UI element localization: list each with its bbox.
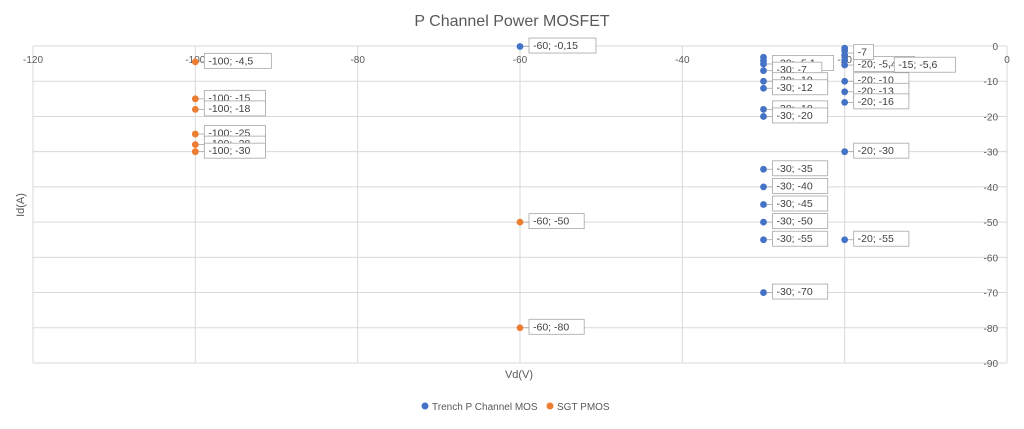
data-point: [516, 218, 524, 226]
y-tick-label: -40: [984, 183, 999, 194]
data-point: [841, 98, 849, 106]
y-axis-title: Id(A): [15, 193, 27, 217]
data-point: [760, 77, 767, 85]
data-label-box: [853, 230, 910, 247]
data-point: [191, 58, 199, 66]
y-tick-label: -60: [984, 253, 999, 264]
data-label-box: [772, 213, 829, 230]
data-label-box: [203, 52, 272, 69]
data-labels: -60; -0,15-30; -5,1-30; -7-30; -10-30; -…: [198, 37, 956, 335]
data-points: [191, 43, 849, 332]
x-axis-title: Vd(V): [505, 369, 533, 381]
data-point: [841, 148, 849, 156]
data-label-box: [853, 142, 910, 159]
data-point: [191, 106, 199, 113]
data-label-box: [893, 56, 956, 73]
data-label: -100; -18: [208, 103, 250, 115]
data-point: [760, 113, 767, 120]
data-label-box: [772, 230, 829, 247]
legend-label: Trench P Channel MOS: [432, 402, 538, 413]
data-label-box: [772, 107, 829, 124]
y-tick-label: -10: [984, 77, 999, 88]
y-tick-label: -90: [984, 359, 999, 370]
x-tick-label: -40: [675, 55, 690, 66]
data-label: -60; -0,15: [533, 40, 578, 52]
data-label: -20; -16: [858, 96, 894, 108]
data-label-box: [772, 283, 829, 300]
data-point: [760, 165, 767, 173]
data-point: [760, 84, 767, 92]
chart-title: P Channel Power MOSFET: [414, 13, 610, 30]
data-label: -60; -80: [533, 321, 569, 333]
data-label-box: [772, 79, 829, 96]
data-point: [760, 183, 767, 191]
data-label: -30; -40: [777, 180, 813, 192]
data-label-box: [528, 37, 597, 54]
x-tick-label: -120: [23, 55, 43, 66]
data-label: -30; -12: [777, 82, 813, 94]
data-point: [191, 130, 199, 138]
x-tick-label: -60: [513, 55, 528, 66]
data-point: [841, 61, 849, 69]
data-point: [841, 56, 849, 64]
data-label: -60; -50: [533, 216, 569, 228]
data-point: [841, 236, 849, 244]
data-label: -15; -5,6: [898, 59, 937, 71]
data-label: -30; -35: [777, 163, 813, 175]
data-point: [760, 106, 767, 113]
data-label: -100; -30: [208, 145, 250, 157]
data-label-box: [772, 177, 829, 194]
legend: Trench P Channel MOS SGT PMOS: [421, 402, 610, 413]
data-label: -20; -5,4: [858, 59, 897, 71]
data-label: -30; -20: [777, 110, 813, 122]
data-point: [841, 77, 849, 85]
data-label: -30; -55: [777, 233, 813, 245]
data-label: -30; -45: [777, 198, 813, 210]
y-tick-label: -70: [984, 289, 999, 300]
x-tick-label: -80: [350, 55, 365, 66]
y-tick-label: -50: [984, 218, 999, 229]
data-point: [841, 51, 849, 59]
data-label-box: [853, 44, 874, 60]
data-label: -30; -50: [777, 216, 813, 228]
y-tick-label: 0: [992, 42, 998, 53]
data-label-box: [203, 142, 266, 159]
data-point: [191, 141, 199, 149]
data-label-box: [528, 213, 585, 230]
data-label: -20; -55: [858, 233, 894, 245]
data-label-box: [528, 318, 585, 335]
data-point: [760, 67, 767, 75]
data-point: [516, 324, 524, 332]
data-point: [760, 201, 767, 208]
data-label: -100; -4,5: [208, 55, 253, 67]
data-point: [191, 148, 199, 156]
data-point: [191, 95, 199, 103]
legend-marker: [546, 402, 554, 410]
data-label-box: [853, 93, 910, 110]
data-label: -20; -30: [858, 145, 894, 157]
y-tick-label: -20: [984, 112, 999, 123]
y-tick-label: -80: [984, 324, 999, 335]
legend-label: SGT PMOS: [557, 402, 610, 413]
data-point: [760, 289, 767, 296]
data-point: [841, 88, 849, 96]
data-label-box: [772, 195, 829, 212]
x-tick-label: 0: [1004, 55, 1010, 66]
data-point: [516, 43, 524, 50]
y-tick-label: -30: [984, 148, 999, 159]
data-point: [760, 218, 767, 226]
data-point: [760, 60, 767, 68]
data-point: [760, 236, 767, 244]
data-label-box: [772, 160, 829, 177]
data-label-box: [203, 100, 266, 117]
data-label: -7: [858, 47, 867, 59]
legend-marker: [421, 402, 429, 410]
data-label: -30; -70: [777, 286, 813, 298]
